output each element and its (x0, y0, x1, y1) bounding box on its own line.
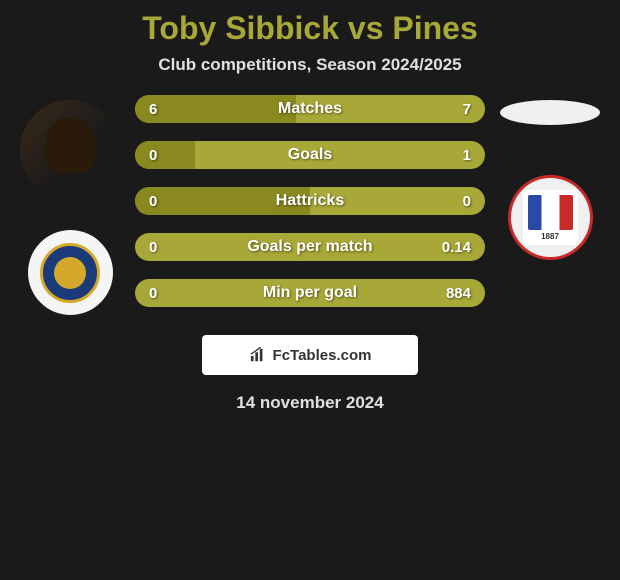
stat-label: Min per goal (135, 284, 485, 302)
right-column (495, 95, 605, 260)
content-row: 6Matches70Goals10Hattricks00Goals per ma… (0, 95, 620, 315)
stat-value-right: 884 (446, 285, 471, 302)
comparison-card: Toby Sibbick vs Pines Club competitions,… (0, 0, 620, 423)
stat-value-right: 1 (463, 147, 471, 164)
stat-bar: 0Goals1 (135, 141, 485, 169)
left-column (15, 95, 125, 315)
barnsley-crest-icon (523, 190, 578, 245)
stat-label: Matches (135, 100, 485, 118)
stat-label: Goals per match (135, 238, 485, 256)
stat-bar: 0Min per goal884 (135, 279, 485, 307)
attribution-text: FcTables.com (273, 347, 372, 364)
player2-club-crest (508, 175, 593, 260)
stat-value-right: 0 (463, 193, 471, 210)
player1-club-crest (28, 230, 113, 315)
stat-bar: 0Goals per match0.14 (135, 233, 485, 261)
stat-bar: 0Hattricks0 (135, 187, 485, 215)
stat-bar: 6Matches7 (135, 95, 485, 123)
wigan-crest-icon (40, 243, 100, 303)
subtitle: Club competitions, Season 2024/2025 (158, 55, 461, 75)
stat-value-right: 7 (463, 101, 471, 118)
player1-avatar (20, 100, 120, 200)
stat-value-right: 0.14 (442, 239, 471, 256)
stat-label: Hattricks (135, 192, 485, 210)
stats-column: 6Matches70Goals10Hattricks00Goals per ma… (135, 95, 485, 307)
attribution-badge[interactable]: FcTables.com (202, 335, 418, 375)
stat-label: Goals (135, 146, 485, 164)
player2-avatar (500, 100, 600, 125)
chart-icon (249, 347, 267, 363)
date-stamp: 14 november 2024 (236, 393, 383, 413)
page-title: Toby Sibbick vs Pines (142, 10, 478, 47)
